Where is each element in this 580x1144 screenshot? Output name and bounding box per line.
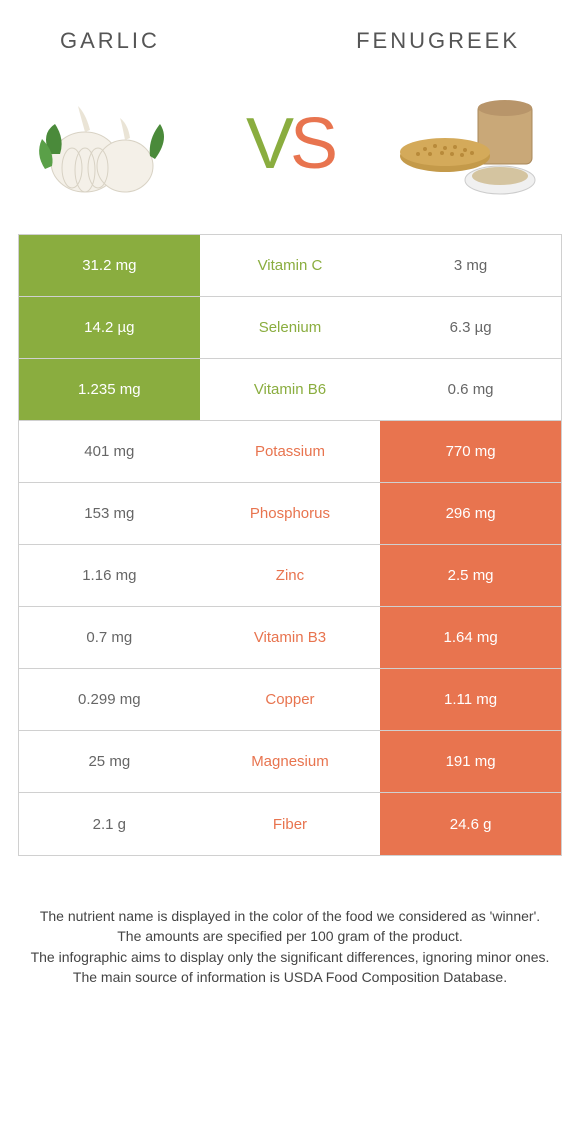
footnote-line: The amounts are specified per 100 gram o…: [30, 926, 550, 946]
left-value-cell: 401 mg: [19, 421, 200, 482]
comparison-table: 31.2 mgVitamin C3 mg14.2 µgSelenium6.3 µ…: [18, 234, 562, 856]
vs-s: S: [290, 104, 334, 184]
footnotes: The nutrient name is displayed in the co…: [0, 856, 580, 1007]
vs-label: VS: [246, 103, 334, 185]
table-row: 401 mgPotassium770 mg: [19, 421, 561, 483]
table-row: 14.2 µgSelenium6.3 µg: [19, 297, 561, 359]
nutrient-label-cell: Potassium: [200, 421, 381, 482]
left-food-title: GARLIC: [60, 28, 160, 54]
hero-section: VS: [0, 64, 580, 234]
nutrient-label-cell: Vitamin B6: [200, 359, 381, 420]
footnote-line: The main source of information is USDA F…: [30, 967, 550, 987]
footnote-line: The nutrient name is displayed in the co…: [30, 906, 550, 926]
left-value-cell: 1.235 mg: [19, 359, 200, 420]
right-value-cell: 296 mg: [380, 483, 561, 544]
right-value-cell: 0.6 mg: [380, 359, 561, 420]
left-value-cell: 2.1 g: [19, 793, 200, 855]
vs-v: V: [246, 104, 290, 184]
right-value-cell: 24.6 g: [380, 793, 561, 855]
nutrient-label-cell: Magnesium: [200, 731, 381, 792]
left-value-cell: 0.299 mg: [19, 669, 200, 730]
nutrient-label-cell: Selenium: [200, 297, 381, 358]
table-row: 1.16 mgZinc2.5 mg: [19, 545, 561, 607]
left-value-cell: 0.7 mg: [19, 607, 200, 668]
right-food-title: FENUGREEK: [356, 28, 520, 54]
right-value-cell: 1.64 mg: [380, 607, 561, 668]
left-value-cell: 14.2 µg: [19, 297, 200, 358]
right-value-cell: 3 mg: [380, 235, 561, 296]
nutrient-label-cell: Copper: [200, 669, 381, 730]
nutrient-label-cell: Vitamin C: [200, 235, 381, 296]
table-row: 0.299 mgCopper1.11 mg: [19, 669, 561, 731]
left-value-cell: 1.16 mg: [19, 545, 200, 606]
left-value-cell: 31.2 mg: [19, 235, 200, 296]
table-row: 153 mgPhosphorus296 mg: [19, 483, 561, 545]
table-row: 31.2 mgVitamin C3 mg: [19, 235, 561, 297]
table-row: 0.7 mgVitamin B31.64 mg: [19, 607, 561, 669]
right-value-cell: 191 mg: [380, 731, 561, 792]
table-row: 2.1 gFiber24.6 g: [19, 793, 561, 855]
nutrient-label-cell: Fiber: [200, 793, 381, 855]
right-value-cell: 6.3 µg: [380, 297, 561, 358]
footnote-line: The infographic aims to display only the…: [30, 947, 550, 967]
garlic-image: [30, 84, 190, 204]
right-value-cell: 2.5 mg: [380, 545, 561, 606]
fenugreek-image: [390, 84, 550, 204]
nutrient-label-cell: Phosphorus: [200, 483, 381, 544]
table-row: 25 mgMagnesium191 mg: [19, 731, 561, 793]
left-value-cell: 25 mg: [19, 731, 200, 792]
table-row: 1.235 mgVitamin B60.6 mg: [19, 359, 561, 421]
nutrient-label-cell: Zinc: [200, 545, 381, 606]
left-value-cell: 153 mg: [19, 483, 200, 544]
nutrient-label-cell: Vitamin B3: [200, 607, 381, 668]
header: GARLIC FENUGREEK: [0, 0, 580, 64]
right-value-cell: 1.11 mg: [380, 669, 561, 730]
right-value-cell: 770 mg: [380, 421, 561, 482]
